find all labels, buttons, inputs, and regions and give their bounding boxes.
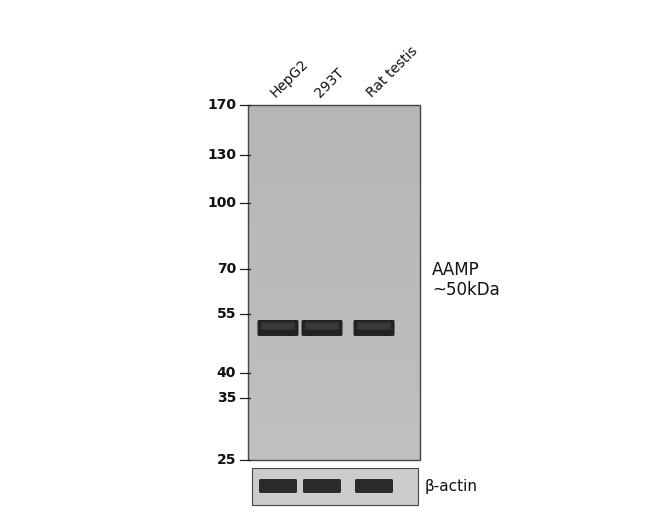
Text: 25: 25 [216,453,236,467]
FancyBboxPatch shape [257,320,298,336]
FancyBboxPatch shape [355,479,393,493]
Text: Rat testis: Rat testis [364,44,421,100]
Text: AAMP: AAMP [432,261,480,279]
Text: 55: 55 [216,307,236,321]
FancyBboxPatch shape [302,320,343,336]
Text: 170: 170 [207,98,236,112]
Bar [252,468,418,505]
FancyBboxPatch shape [354,320,395,336]
FancyBboxPatch shape [305,322,339,330]
Text: β-actin: β-actin [425,478,478,493]
FancyBboxPatch shape [303,479,341,493]
Text: 100: 100 [207,196,236,210]
Text: ~50kDa: ~50kDa [432,281,500,299]
Text: 70: 70 [216,262,236,276]
FancyBboxPatch shape [261,322,295,330]
Text: 130: 130 [207,148,236,162]
Text: 35: 35 [216,391,236,405]
FancyBboxPatch shape [357,322,391,330]
FancyBboxPatch shape [259,479,297,493]
Text: HepG2: HepG2 [268,57,311,100]
Bar [248,105,420,460]
Text: 293T: 293T [312,66,346,100]
Text: 40: 40 [216,366,236,380]
